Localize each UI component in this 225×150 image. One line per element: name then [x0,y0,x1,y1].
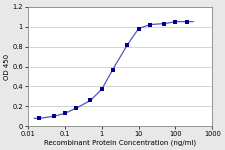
X-axis label: Recombinant Protein Concentration (ng/ml): Recombinant Protein Concentration (ng/ml… [44,139,196,146]
Y-axis label: OD 450: OD 450 [4,53,10,80]
